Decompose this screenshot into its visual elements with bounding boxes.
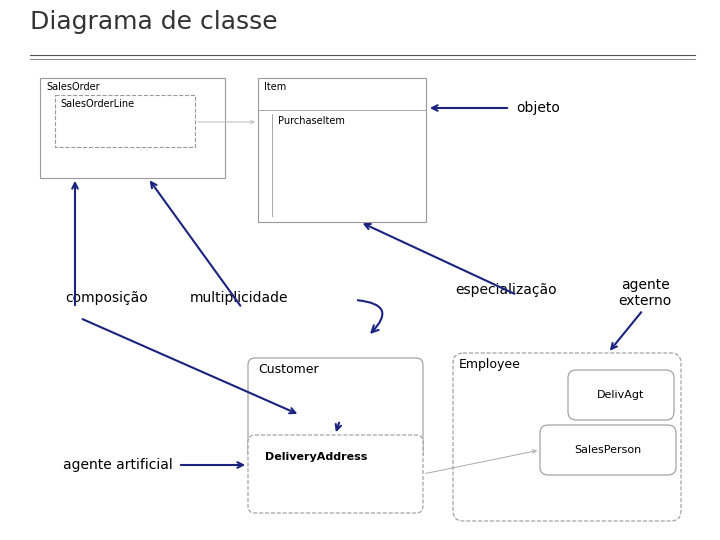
Text: agente artificial: agente artificial [63,458,173,472]
Text: composição: composição [65,291,148,305]
Text: agente
externo: agente externo [618,278,672,308]
Text: especialização: especialização [455,283,557,297]
Text: Item: Item [264,82,287,92]
Text: Employee: Employee [459,358,521,371]
Bar [40,78,225,178]
Bar [258,78,426,222]
Text: Diagrama de classe: Diagrama de classe [30,10,278,34]
FancyBboxPatch shape [453,353,681,521]
Text: DelivAgt: DelivAgt [598,390,644,400]
Text: multiplicidade: multiplicidade [190,291,289,305]
Text: objeto: objeto [516,101,560,115]
FancyBboxPatch shape [248,435,423,513]
FancyBboxPatch shape [248,358,423,460]
Text: SalesOrderLine: SalesOrderLine [60,99,134,109]
Text: SalesOrder: SalesOrder [46,82,99,92]
Text: SalesPerson: SalesPerson [575,445,642,455]
Bar [55,95,195,147]
Text: DeliveryAddress: DeliveryAddress [265,452,367,462]
Text: Customer: Customer [258,363,319,376]
FancyBboxPatch shape [540,425,676,475]
Text: PurchaseItem: PurchaseItem [278,116,345,126]
FancyBboxPatch shape [568,370,674,420]
